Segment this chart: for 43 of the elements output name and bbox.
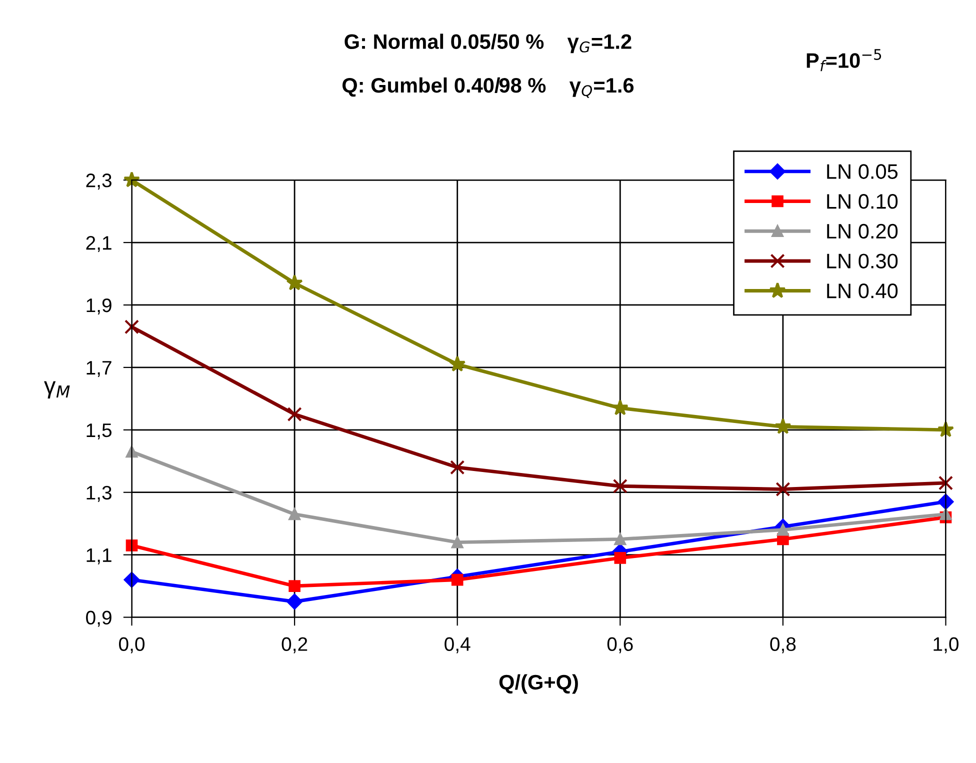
- point: [287, 406, 302, 422]
- y-tick-label: 1,7: [86, 361, 112, 377]
- point: [449, 356, 466, 372]
- y-tick-label: 0,9: [86, 610, 112, 627]
- point: [123, 171, 140, 188]
- x-axis-title: Q/(G+Q): [499, 674, 578, 694]
- y-tick-label: 1,3: [86, 486, 112, 502]
- point: [614, 552, 626, 564]
- chart-subtitle: Q: Gumbel 0.40/98 % γ$_{Q}$=1.6: [342, 77, 634, 98]
- point: [451, 574, 464, 586]
- y-tick-label: 1,1: [86, 548, 112, 564]
- point: [612, 399, 628, 416]
- x-tick-label: 0,2: [282, 637, 308, 654]
- y-tick-label: 2,3: [86, 174, 112, 190]
- legend-label: LN 0.10: [827, 194, 898, 209]
- x-tick-label: 0,8: [770, 637, 796, 654]
- x-tick-label: 0,4: [444, 637, 470, 654]
- x-tick-label: 0,6: [607, 637, 633, 654]
- point: [777, 524, 789, 536]
- point: [286, 274, 303, 290]
- y-tick-label: 1,9: [86, 298, 112, 315]
- point: [938, 476, 954, 490]
- point: [451, 536, 464, 548]
- legend-label: LN 0.20: [827, 224, 898, 239]
- x-tick-label: 1,0: [934, 637, 958, 654]
- point: [776, 482, 790, 497]
- y-tick-label: 1,5: [86, 424, 112, 440]
- point: [612, 478, 628, 494]
- point: [614, 533, 626, 546]
- legend-label: LN 0.05: [827, 164, 898, 179]
- chart-title: G: Normal 0.05/50 % γ$_{G}$=1.2: [344, 34, 632, 54]
- y-tick-label: 2,1: [86, 236, 112, 252]
- point: [286, 594, 302, 610]
- legend-label: LN 0.40: [827, 284, 898, 298]
- point: [450, 460, 465, 475]
- point: [774, 418, 792, 434]
- y-axis-title: γ$_{M}$: [44, 381, 70, 399]
- point: [124, 320, 140, 334]
- point: [288, 580, 300, 592]
- x-tick-label: 0,0: [119, 637, 145, 654]
- text: P$_{f}$=10$^{−5}$: [806, 49, 882, 72]
- point: [288, 508, 300, 520]
- legend-label: LN 0.30: [827, 254, 898, 268]
